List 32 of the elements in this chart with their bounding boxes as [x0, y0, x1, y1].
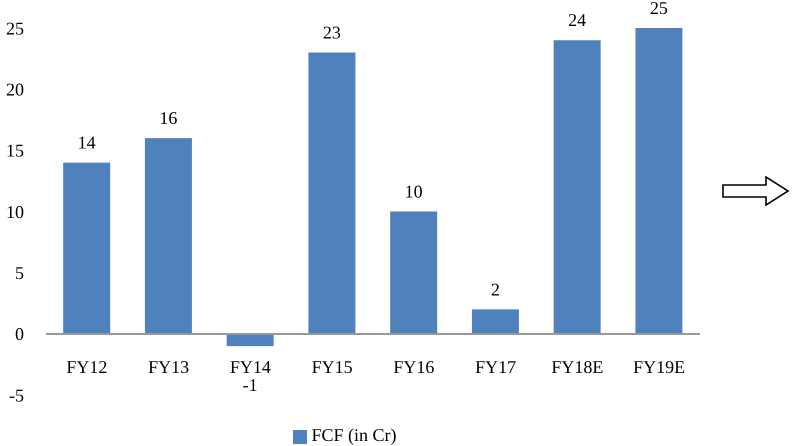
data-label: 23	[322, 22, 341, 42]
data-label: 14	[78, 132, 96, 153]
y-tick-label: -5	[9, 385, 24, 406]
bar	[635, 28, 682, 334]
data-label: -1	[242, 374, 258, 395]
y-tick-label: 20	[6, 80, 24, 100]
y-tick-label: 15	[6, 140, 24, 161]
x-tick-label: FY15	[312, 356, 353, 377]
bar	[308, 52, 356, 334]
x-tick-label: FY16	[393, 356, 434, 377]
data-label: 24	[568, 10, 586, 30]
data-label: 2	[490, 279, 500, 300]
bar	[472, 309, 519, 334]
data-label: 10	[404, 182, 423, 202]
y-tick-label: 25	[6, 18, 24, 38]
x-tick-label: FY12	[66, 356, 108, 377]
data-label: 25	[650, 0, 668, 18]
bar	[63, 162, 110, 334]
y-tick-label: 0	[15, 324, 24, 344]
bar	[554, 40, 601, 334]
x-tick-label: FY13	[148, 356, 190, 377]
data-label: 16	[159, 108, 178, 128]
legend-label: FCF (in Cr)	[311, 425, 397, 445]
bar	[144, 138, 192, 334]
y-tick-label: 5	[15, 263, 24, 284]
x-tick-label: FY17	[475, 356, 516, 377]
x-tick-label: FY14	[230, 356, 271, 377]
x-tick-label: FY18E	[551, 356, 604, 377]
x-tick-label: FY19E	[633, 356, 686, 377]
y-tick-label: 10	[6, 202, 24, 222]
bar	[390, 212, 438, 334]
bar	[226, 334, 274, 346]
